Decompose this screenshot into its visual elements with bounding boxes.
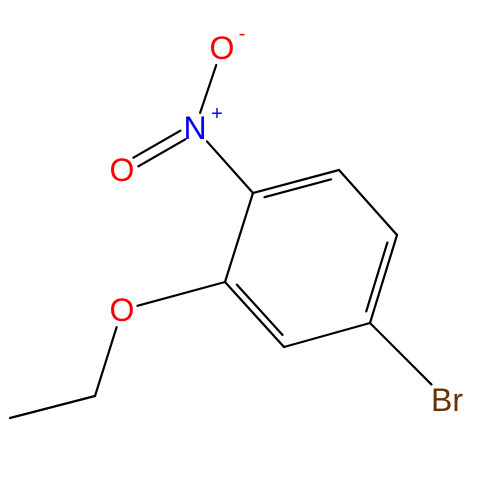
atom-O1: O <box>110 152 135 188</box>
atom-N: N <box>183 110 206 146</box>
molecule-diagram: N+OO-OBr <box>0 0 500 500</box>
atom-Br: Br <box>431 382 463 418</box>
atom-O3: O <box>110 292 135 328</box>
charge-O2: - <box>239 23 246 45</box>
charge-N: + <box>211 103 223 125</box>
atom-O2: O <box>210 30 235 66</box>
